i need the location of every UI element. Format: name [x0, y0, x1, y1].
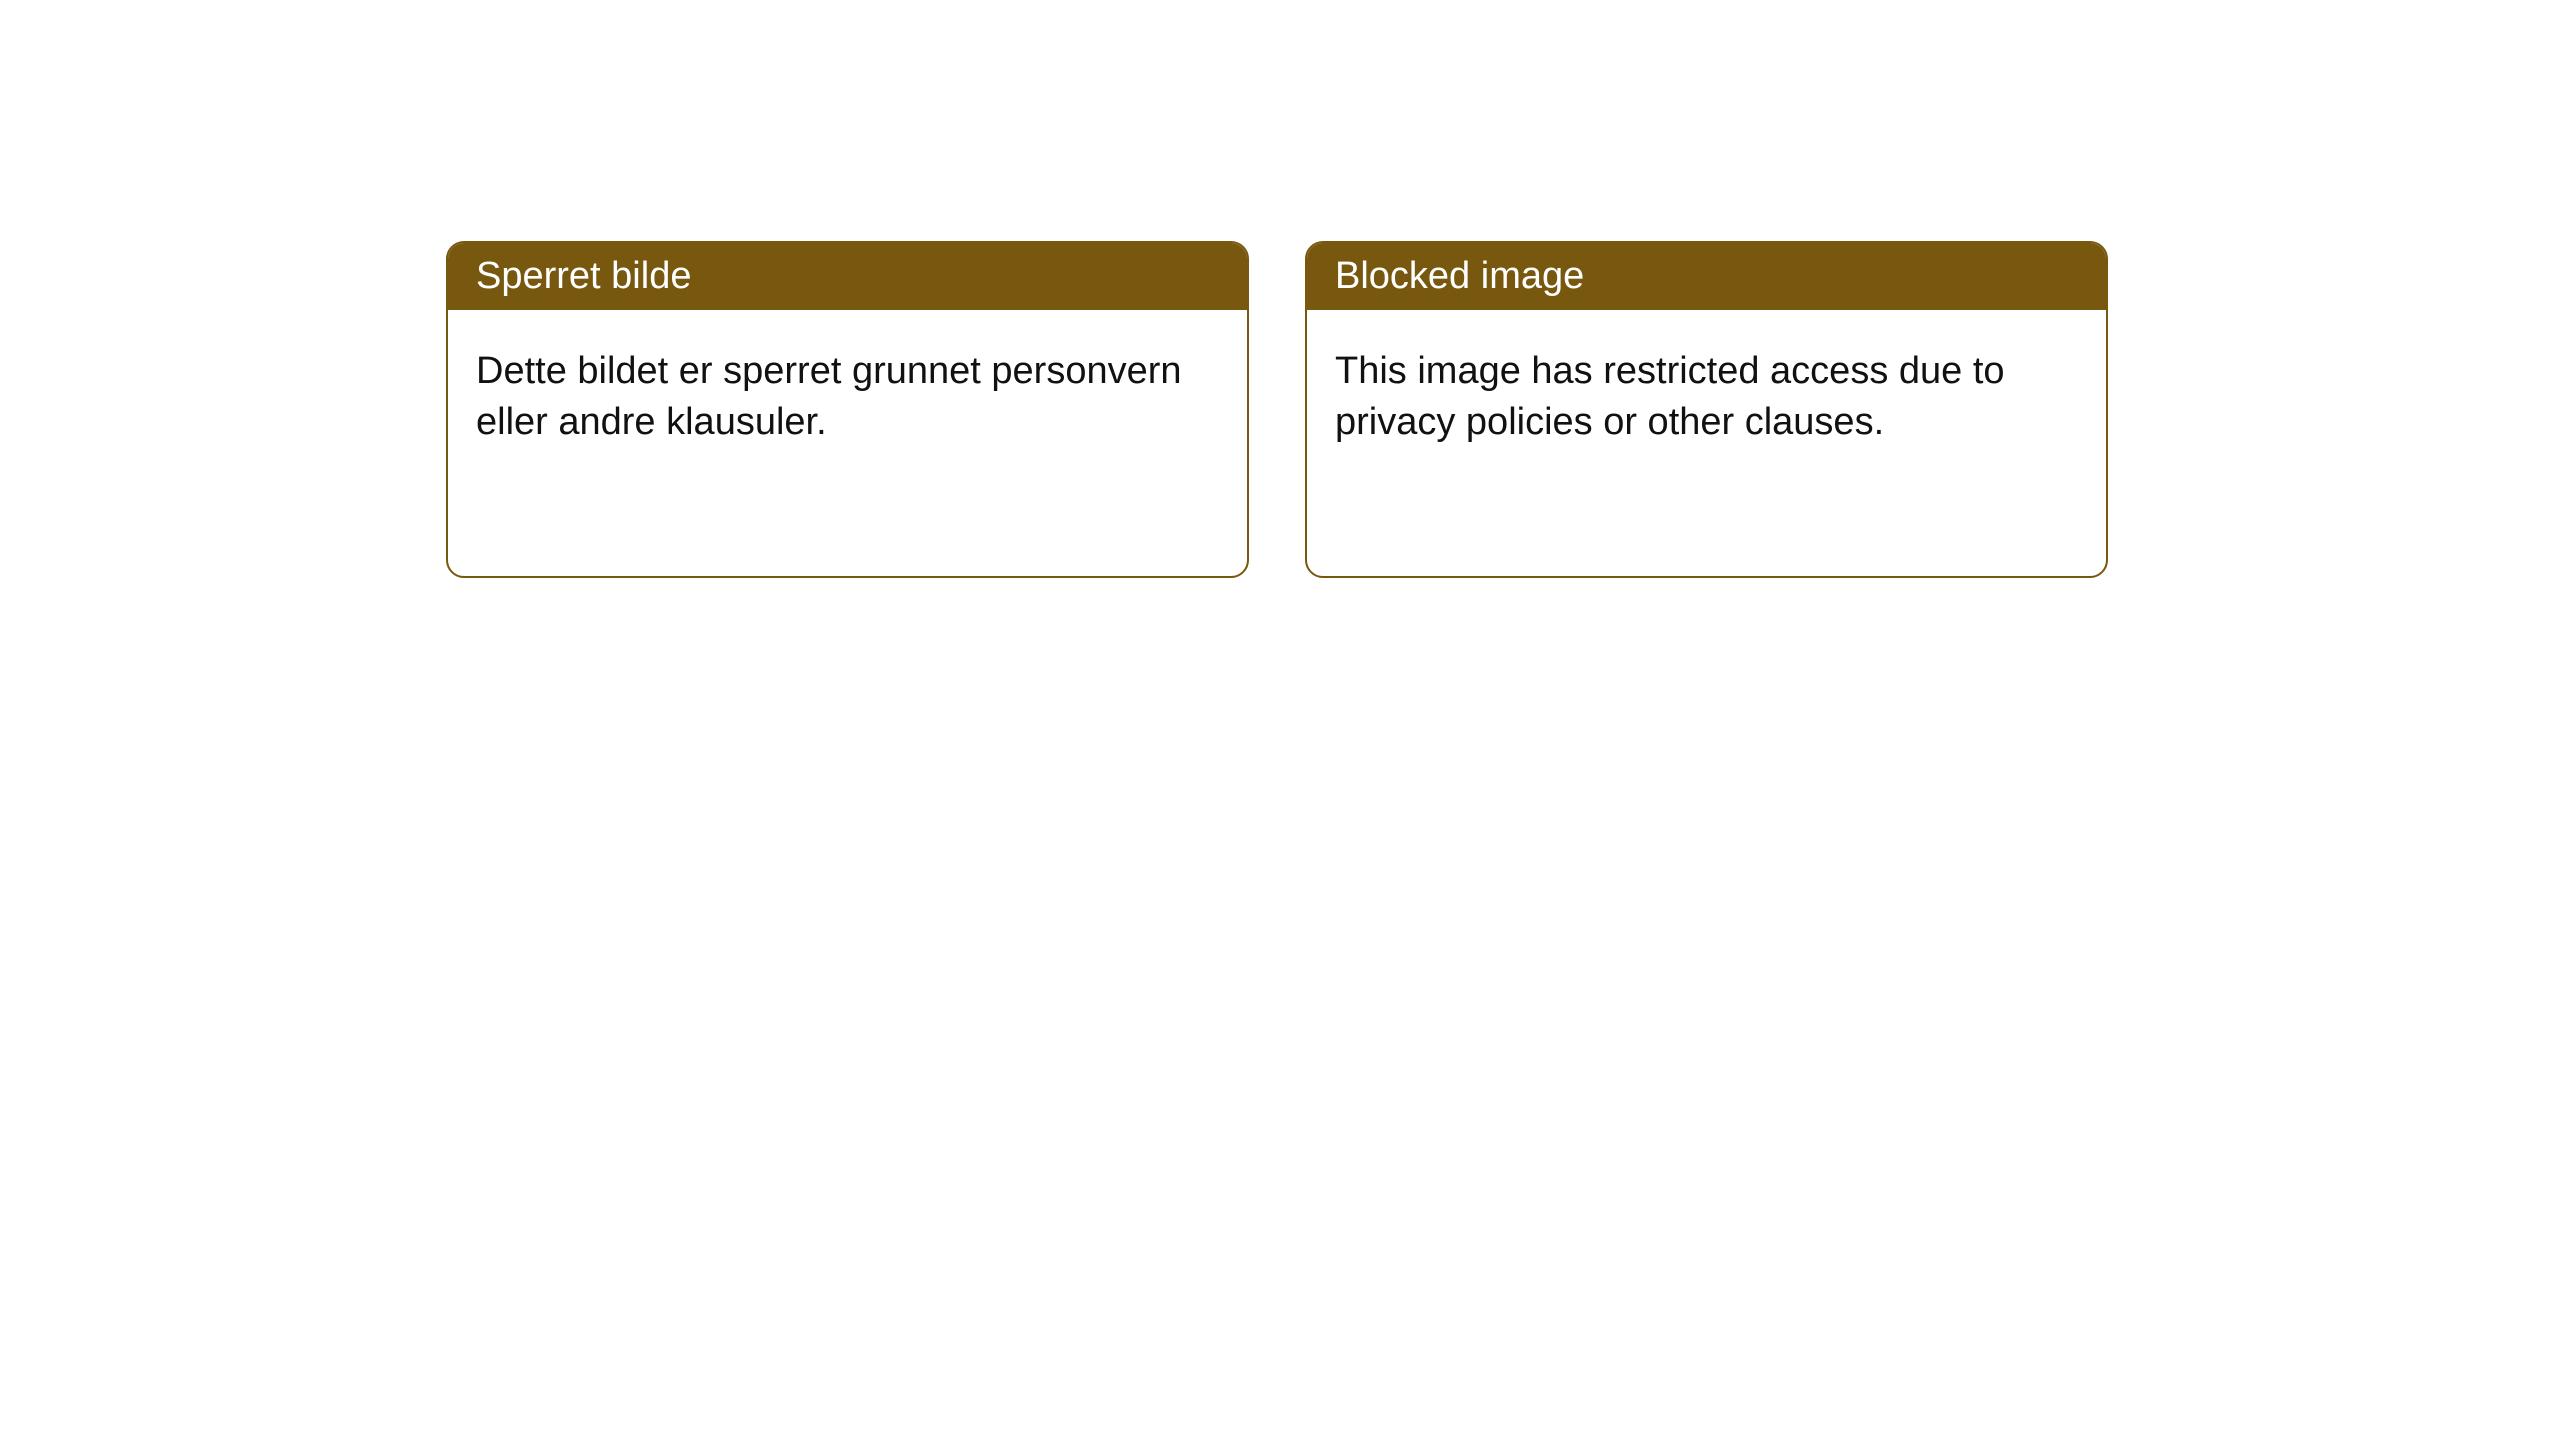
notice-title: Blocked image	[1335, 255, 1584, 297]
notice-card-english: Blocked image This image has restricted …	[1305, 241, 2108, 578]
notice-header-norwegian: Sperret bilde	[448, 243, 1247, 310]
notice-title: Sperret bilde	[476, 255, 691, 297]
notice-card-norwegian: Sperret bilde Dette bildet er sperret gr…	[446, 241, 1249, 578]
notice-body-english: This image has restricted access due to …	[1307, 310, 2106, 485]
notice-body-text: Dette bildet er sperret grunnet personve…	[476, 350, 1182, 443]
notice-container: Sperret bilde Dette bildet er sperret gr…	[0, 0, 2560, 578]
notice-body-text: This image has restricted access due to …	[1335, 350, 2005, 443]
notice-body-norwegian: Dette bildet er sperret grunnet personve…	[448, 310, 1247, 485]
notice-header-english: Blocked image	[1307, 243, 2106, 310]
